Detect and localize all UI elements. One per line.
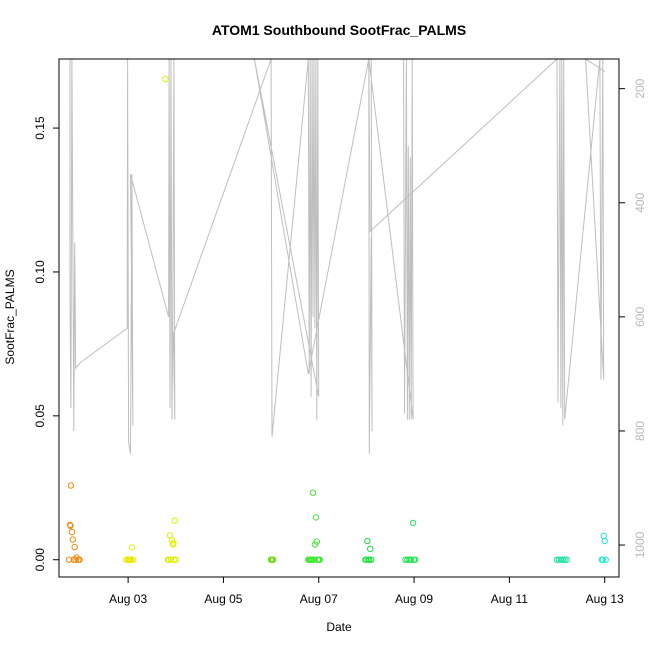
y-tick-label: 0.15 [33, 116, 47, 140]
x-tick-label: Aug 09 [395, 592, 433, 606]
data-point [408, 556, 415, 563]
data-point [127, 556, 135, 563]
data-point [71, 543, 78, 551]
data-point [364, 537, 371, 545]
x-tick-label: Aug 03 [109, 592, 147, 606]
x-tick-label: Aug 07 [300, 592, 338, 606]
data-point [76, 556, 83, 563]
data-points-layer [65, 75, 609, 563]
data-point [170, 556, 178, 563]
data-point [599, 556, 606, 563]
right-y-tick-label: 800 [633, 421, 647, 441]
data-point [67, 522, 74, 529]
data-point [411, 556, 419, 563]
data-point [559, 556, 566, 563]
chart-title: ATOM1 Southbound SootFrac_PALMS [212, 22, 466, 38]
data-point [309, 489, 317, 496]
right-y-tick-label: 600 [633, 307, 647, 327]
x-tick-label: Aug 11 [491, 592, 528, 606]
data-point [561, 556, 568, 563]
data-point [601, 537, 608, 545]
data-point [366, 556, 373, 563]
data-point [123, 556, 130, 563]
data-point [67, 482, 75, 489]
data-point [165, 556, 173, 563]
plot-frame [58, 58, 620, 578]
data-point [166, 532, 174, 539]
data-point [162, 75, 169, 83]
right-y-tick-label: 1000 [633, 531, 647, 558]
data-point [404, 556, 411, 563]
data-point [128, 544, 136, 551]
y-axis-label: SootFrac_PALMS [3, 269, 17, 364]
data-point [600, 532, 607, 539]
data-point [171, 517, 179, 524]
x-axis-label: Date [326, 620, 352, 634]
data-point [563, 556, 570, 563]
data-point [602, 556, 609, 563]
data-point [172, 556, 180, 563]
data-point [65, 556, 73, 563]
data-point [367, 545, 374, 552]
axes-layer: Aug 03 Aug 05 Aug 07 Aug 09 Aug 11 Aug 13 0.00… [33, 58, 647, 606]
y-tick-label: 0.00 [33, 548, 47, 572]
y-tick-label: 0.05 [33, 404, 47, 428]
right-y-tick-label: 400 [633, 192, 647, 212]
data-point [368, 556, 375, 563]
data-point [316, 556, 323, 563]
data-point [363, 556, 370, 563]
data-point [269, 556, 277, 563]
data-point [129, 556, 137, 563]
data-point [409, 519, 417, 527]
x-tick-label: Aug 05 [204, 592, 242, 606]
data-point [313, 538, 320, 545]
profile-line [69, 59, 605, 454]
profile-line-layer [69, 59, 605, 454]
data-point [167, 556, 175, 563]
data-point [68, 528, 76, 536]
data-point [312, 514, 320, 521]
data-point [69, 536, 77, 543]
right-y-tick-label: 200 [633, 78, 647, 98]
y-tick-label: 0.10 [33, 260, 47, 284]
x-tick-label: Aug 13 [586, 592, 624, 606]
data-point [170, 539, 177, 547]
